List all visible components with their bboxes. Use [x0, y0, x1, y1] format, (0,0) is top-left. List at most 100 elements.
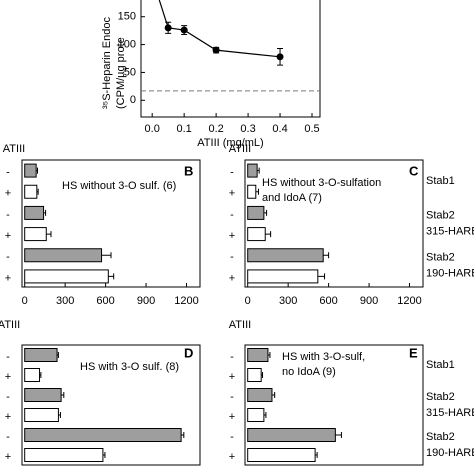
bar — [24, 428, 182, 442]
bar — [247, 227, 266, 242]
annotation: HS without 3-O-sulfation — [262, 177, 381, 189]
category-label: - — [6, 166, 10, 178]
category-label: - — [230, 251, 234, 263]
x-tick-label: 0 — [22, 295, 28, 307]
category-label: - — [230, 431, 234, 443]
error-bar — [61, 392, 65, 398]
data-point — [164, 24, 172, 32]
category-label: + — [5, 411, 11, 423]
group-label: 190-HARE — [426, 268, 474, 280]
group-label: Stab2 — [426, 252, 455, 264]
error-bar — [57, 352, 59, 358]
bar — [247, 368, 262, 382]
bar — [24, 348, 58, 362]
x-tick-label: 600 — [319, 295, 337, 307]
category-label: + — [5, 371, 11, 383]
error-bar — [315, 452, 318, 458]
error-bar — [257, 167, 260, 174]
data-point — [212, 46, 220, 54]
bar — [24, 248, 103, 263]
annotation: no IdoA (9) — [282, 366, 336, 378]
category-label: + — [229, 230, 235, 242]
error-bar — [263, 209, 268, 216]
x-tick-label: 0 — [245, 295, 251, 307]
group-label: Stab2 — [426, 391, 455, 403]
category-label: + — [229, 411, 235, 423]
bar — [24, 163, 37, 178]
category-label: + — [5, 272, 11, 284]
category-label: + — [229, 371, 235, 383]
data-point — [276, 53, 284, 61]
x-tick-label: 0.5 — [304, 123, 319, 135]
axes-frame — [244, 344, 424, 466]
bar — [24, 205, 45, 220]
bar — [247, 448, 316, 462]
bar — [24, 448, 104, 462]
bar — [24, 388, 62, 402]
bar — [247, 428, 336, 442]
category-label: + — [5, 230, 11, 242]
x-tick-label: 900 — [137, 295, 155, 307]
group-label: 315-HARE — [426, 407, 474, 419]
panel-label: D — [184, 345, 193, 360]
x-tick-label: 900 — [360, 295, 378, 307]
category-label: - — [230, 351, 234, 363]
error-bar — [255, 188, 259, 195]
y-tick-label: 0 — [130, 94, 136, 106]
group-label: Stab2 — [426, 209, 455, 221]
data-point — [180, 26, 188, 34]
y-tick-label: 150 — [118, 11, 136, 23]
error-bar — [335, 432, 342, 438]
bar — [247, 184, 257, 199]
error-bar — [265, 231, 272, 238]
error-bar — [108, 273, 115, 280]
category-label: - — [6, 209, 10, 221]
category-label: + — [229, 451, 235, 463]
category-label: - — [230, 166, 234, 178]
axes-frame — [140, 0, 321, 118]
error-bar — [36, 167, 39, 174]
bar — [24, 227, 47, 242]
x-tick-label: 1200 — [174, 295, 198, 307]
x-tick-label: 0.2 — [208, 123, 223, 135]
panel-label: C — [409, 163, 419, 178]
error-bar — [267, 352, 271, 358]
panel-label: B — [184, 163, 193, 178]
category-label: - — [6, 391, 10, 403]
bar — [24, 269, 109, 284]
bar — [24, 408, 59, 422]
category-axis-title: ATIII — [229, 319, 251, 331]
x-tick-label: 0.0 — [145, 123, 160, 135]
error-bar — [271, 392, 276, 398]
error-bar — [261, 372, 264, 378]
error-bar — [46, 231, 52, 238]
y-tick-label: 50 — [124, 66, 136, 78]
x-tick-label: 1200 — [397, 295, 421, 307]
bar — [247, 348, 269, 362]
bar — [24, 368, 41, 382]
category-axis-title: ATIII — [0, 319, 20, 331]
category-label: + — [5, 451, 11, 463]
group-label: Stab2 — [426, 431, 455, 443]
bar — [247, 408, 265, 422]
y-axis-title: ³⁵S-Heparin Endoc — [101, 17, 113, 109]
group-label: 315-HARE — [426, 225, 474, 237]
annotation: HS with 3-O-sulf, — [282, 351, 365, 363]
category-label: + — [229, 272, 235, 284]
annotation: HS with 3-O sulf. (8) — [80, 361, 179, 373]
error-bar — [43, 209, 47, 216]
x-tick-label: 300 — [279, 295, 297, 307]
axes-frame — [21, 344, 201, 466]
category-axis-title: ATIII — [229, 143, 251, 155]
bar — [247, 163, 258, 178]
x-tick-label: 300 — [56, 295, 74, 307]
category-label: - — [6, 251, 10, 263]
x-tick-label: 600 — [96, 295, 114, 307]
y-tick-label: 100 — [118, 38, 136, 50]
bar — [24, 184, 38, 199]
x-tick-label: 0.3 — [240, 123, 255, 135]
error-bar — [101, 252, 112, 259]
error-bar — [36, 188, 39, 195]
